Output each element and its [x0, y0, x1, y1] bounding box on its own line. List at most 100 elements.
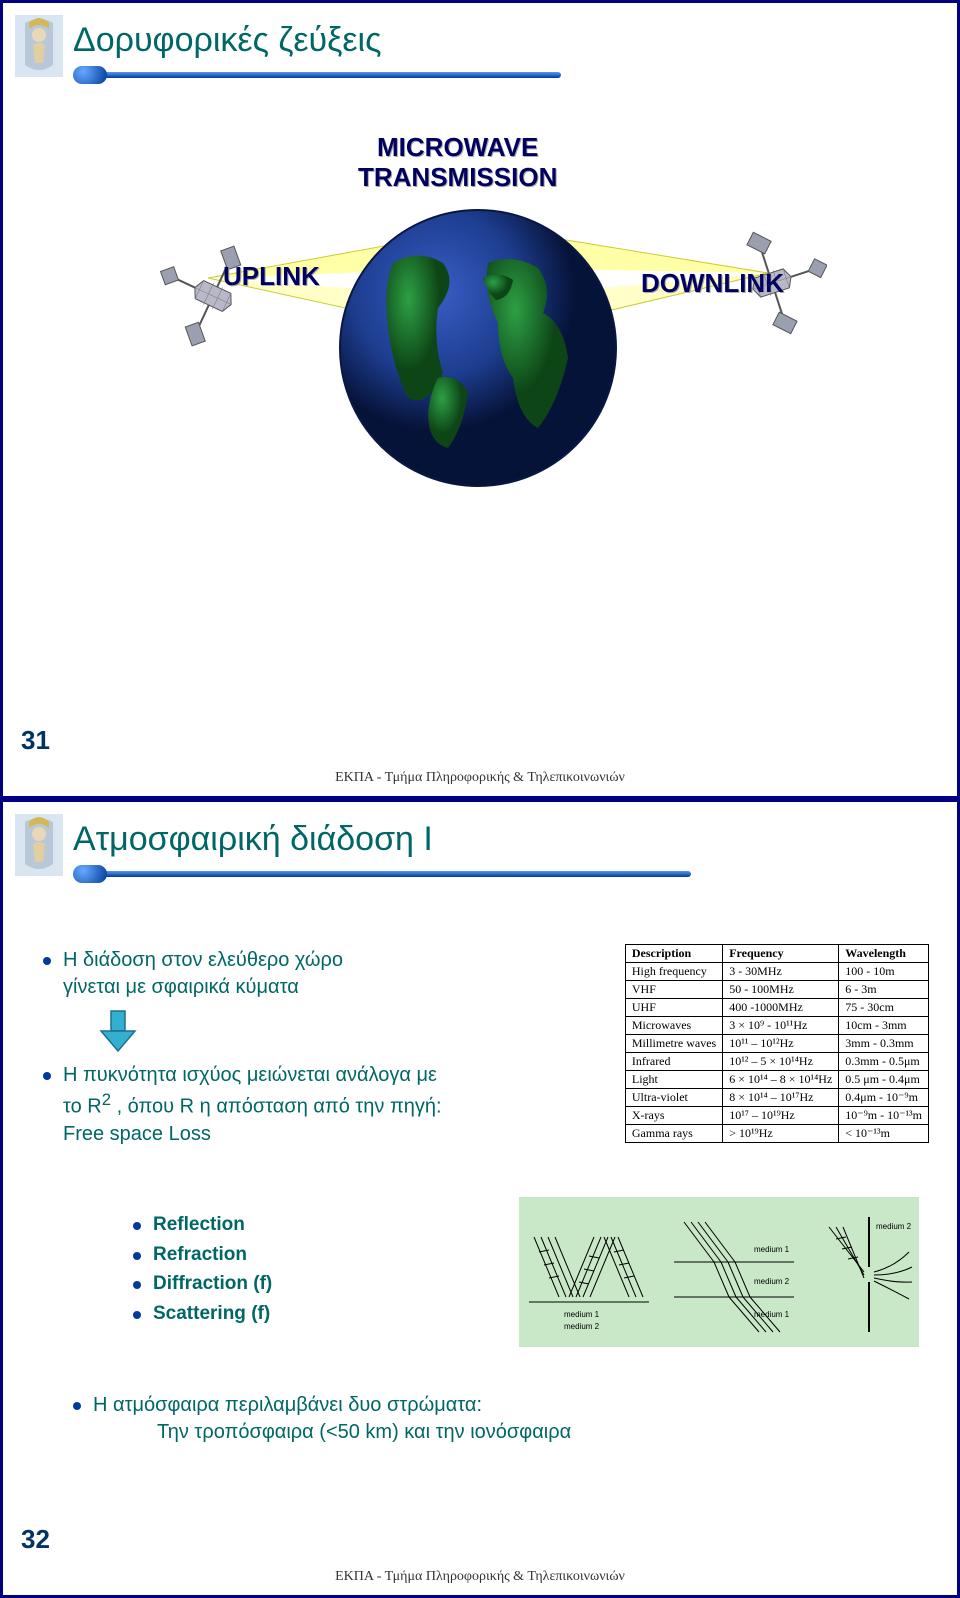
- sub-bullets: Reflection Refraction Diffraction (f) Scatt…: [133, 1212, 272, 1331]
- table-cell: X-rays: [625, 1107, 722, 1125]
- medium1-label-2: medium 1: [754, 1245, 790, 1254]
- table-row: Light6 × 10¹⁴ – 8 × 10¹⁴Hz0.5 μm - 0.4μm: [625, 1071, 928, 1089]
- table-cell: 0.5 μm - 0.4μm: [839, 1071, 929, 1089]
- athena-icon: [15, 814, 63, 876]
- table-cell: UHF: [625, 999, 722, 1017]
- medium2-label-2: medium 2: [754, 1277, 790, 1286]
- uplink-label: UPLINK: [223, 261, 320, 292]
- bottom2: Την τροπόσφαιρα (<50 km) και την ιονόσφα…: [157, 1419, 571, 1446]
- table-header: Frequency: [723, 945, 839, 963]
- table-cell: 3mm - 0.3mm: [839, 1035, 929, 1053]
- slide-title: Δορυφορικές ζεύξεις: [73, 21, 561, 60]
- table-cell: Gamma rays: [625, 1125, 722, 1143]
- bullet-dot-icon: [133, 1311, 141, 1319]
- bullet-dot-icon: [133, 1222, 141, 1230]
- sub-bullet: Refraction: [133, 1242, 272, 1268]
- frequency-table: DescriptionFrequencyWavelength High freq…: [625, 944, 929, 1143]
- medium2-label: medium 2: [564, 1322, 600, 1331]
- table-cell: Microwaves: [625, 1017, 722, 1035]
- slide-32: Ατμοσφαιρική διάδοση Ι Η διάδοση στον ελ…: [0, 799, 960, 1598]
- footer-text: ΕΚΠΑ - Τμήμα Πληροφορικής & Τηλεπικοινων…: [3, 1569, 957, 1585]
- microwave-label: MICROWAVE TRANSMISSION: [358, 133, 557, 193]
- table-cell: 3 × 10⁹ - 10¹¹Hz: [723, 1017, 839, 1035]
- table-cell: 10¹⁷ – 10¹⁹Hz: [723, 1107, 839, 1125]
- b2c: , όπου R η απόσταση από την πηγή:: [111, 1096, 442, 1118]
- table-header: Description: [625, 945, 722, 963]
- table-cell: 0.4μm - 10⁻⁹m: [839, 1089, 929, 1107]
- table-row: X-rays10¹⁷ – 10¹⁹Hz10⁻⁹m - 10⁻¹³m: [625, 1107, 928, 1125]
- table-cell: VHF: [625, 981, 722, 999]
- bottom-bullet: Η ατμόσφαιρα περιλαμβάνει δυο στρώματα: …: [73, 1392, 571, 1446]
- table-cell: 6 - 3m: [839, 981, 929, 999]
- medium1-label-3: medium 1: [754, 1310, 790, 1319]
- table-row: Microwaves3 × 10⁹ - 10¹¹Hz10cm - 3mm: [625, 1017, 928, 1035]
- table-cell: Light: [625, 1071, 722, 1089]
- b2a: Η πυκνότητα ισχύος μειώνεται ανάλογα με: [63, 1064, 437, 1086]
- downlink-label: DOWNLINK: [641, 268, 784, 299]
- table-row: Gamma rays> 10¹⁹Hz< 10⁻¹³m: [625, 1125, 928, 1143]
- table-cell: 3 - 30MHz: [723, 963, 839, 981]
- title-bar: Ατμοσφαιρική διάδοση Ι: [73, 820, 691, 883]
- page-number: 32: [21, 1524, 50, 1555]
- medium2-label-3: medium 2: [876, 1222, 912, 1231]
- mw-line2: TRANSMISSION: [358, 162, 557, 192]
- sub-bullet: Scattering (f): [133, 1301, 272, 1327]
- table-cell: High frequency: [625, 963, 722, 981]
- b1a: Η διάδοση στον ελεύθερο χώρο: [63, 949, 343, 971]
- left-content: Η διάδοση στον ελεύθερο χώρο γίνεται με …: [43, 947, 473, 1148]
- sub-bullet-label: Scattering (f): [153, 1301, 270, 1327]
- table-cell: 10⁻⁹m - 10⁻¹³m: [839, 1107, 929, 1125]
- bottom1: Η ατμόσφαιρα περιλαμβάνει δυο στρώματα:: [93, 1394, 482, 1416]
- table-cell: 6 × 10¹⁴ – 8 × 10¹⁴Hz: [723, 1071, 839, 1089]
- table-cell: Millimetre waves: [625, 1035, 722, 1053]
- table-cell: 8 × 10¹⁴ – 10¹⁷Hz: [723, 1089, 839, 1107]
- b2d: Free space Loss: [63, 1123, 211, 1145]
- table-cell: 10¹² – 5 × 10¹⁴Hz: [723, 1053, 839, 1071]
- table-cell: 400 -1000MHz: [723, 999, 839, 1017]
- bottom-text: Η ατμόσφαιρα περιλαμβάνει δυο στρώματα: …: [93, 1392, 571, 1446]
- wave-propagation-diagram: medium 1 medium 2 medium 1 medium 2 medi…: [519, 1197, 919, 1347]
- sub-bullet: Diffraction (f): [133, 1271, 272, 1297]
- table-cell: < 10⁻¹³m: [839, 1125, 929, 1143]
- arrow-down-icon: [93, 1009, 143, 1053]
- title-pill: [73, 865, 107, 883]
- bullet-dot-icon: [133, 1252, 141, 1260]
- footer-text: ΕΚΠΑ - Τμήμα Πληροφορικής & Τηλεπικοινων…: [3, 770, 957, 786]
- b2b: το R: [63, 1096, 102, 1118]
- table-row: Ultra-violet8 × 10¹⁴ – 10¹⁷Hz0.4μm - 10⁻…: [625, 1089, 928, 1107]
- bullet-dot-icon: [43, 1072, 51, 1080]
- bullet-dot-icon: [43, 957, 51, 965]
- table-cell: Infrared: [625, 1053, 722, 1071]
- satellite-left-icon: [158, 241, 268, 351]
- slide-title: Ατμοσφαιρική διάδοση Ι: [73, 820, 691, 859]
- table-cell: 0.3mm - 0.5μm: [839, 1053, 929, 1071]
- title-underline: [73, 66, 561, 84]
- bullet-dot-icon: [133, 1281, 141, 1289]
- bullet-dot-icon: [73, 1402, 81, 1410]
- title-line: [101, 871, 691, 877]
- table-header: Wavelength: [839, 945, 929, 963]
- bullet-1: Η διάδοση στον ελεύθερο χώρο γίνεται με …: [43, 947, 473, 1001]
- slide-31: Δορυφορικές ζεύξεις: [0, 0, 960, 799]
- table-cell: 50 - 100MHz: [723, 981, 839, 999]
- sub-bullet: Reflection: [133, 1212, 272, 1238]
- bullet-2-text: Η πυκνότητα ισχύος μειώνεται ανάλογα με …: [63, 1062, 442, 1148]
- sub-bullet-label: Reflection: [153, 1212, 245, 1238]
- table-row: Infrared10¹² – 5 × 10¹⁴Hz0.3mm - 0.5μm: [625, 1053, 928, 1071]
- bullet-2: Η πυκνότητα ισχύος μειώνεται ανάλογα με …: [43, 1062, 473, 1148]
- b1b: γίνεται με σφαιρικά κύματα: [63, 976, 299, 998]
- table-cell: Ultra-violet: [625, 1089, 722, 1107]
- title-pill: [73, 66, 107, 84]
- page-number: 31: [21, 725, 50, 756]
- b2sup: 2: [102, 1090, 111, 1109]
- title-underline: [73, 865, 691, 883]
- table-cell: 75 - 30cm: [839, 999, 929, 1017]
- table-row: High frequency3 - 30MHz100 - 10m: [625, 963, 928, 981]
- sub-bullet-label: Diffraction (f): [153, 1271, 272, 1297]
- earth-icon: [338, 208, 618, 488]
- table-cell: 10¹¹ – 10¹²Hz: [723, 1035, 839, 1053]
- table-row: UHF400 -1000MHz75 - 30cm: [625, 999, 928, 1017]
- table-row: VHF50 - 100MHz6 - 3m: [625, 981, 928, 999]
- table-cell: 100 - 10m: [839, 963, 929, 981]
- wave-svg: medium 1 medium 2 medium 1 medium 2 medi…: [519, 1197, 919, 1347]
